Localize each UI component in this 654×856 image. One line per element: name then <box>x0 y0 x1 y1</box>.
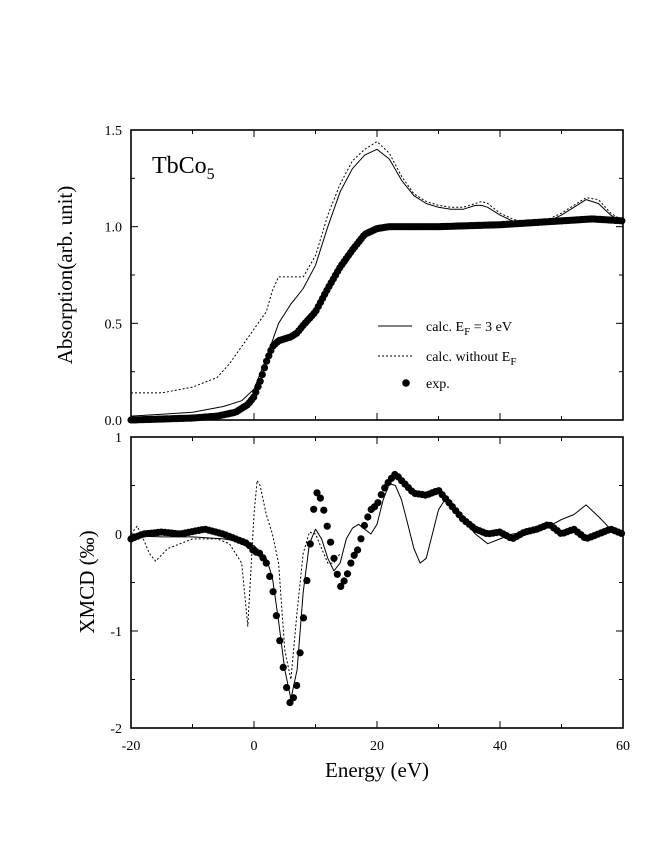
exp-data-point <box>313 489 321 497</box>
exp-data-point <box>320 506 328 514</box>
exp-data-point <box>357 535 365 543</box>
exp-data-point <box>256 377 264 385</box>
exp-data-point <box>327 538 335 546</box>
bottom-tick-marks <box>130 436 624 729</box>
calc-ef-line <box>130 148 624 417</box>
exp-data-point <box>293 681 301 690</box>
exp-data-point <box>350 551 358 559</box>
exp-data-point <box>279 663 287 672</box>
calc-ef-line <box>130 483 624 700</box>
legend: calc. EF = 3 eV calc. without EF exp. <box>378 320 517 392</box>
y-tick-label: 1 <box>115 431 122 446</box>
y-tick-label: 1.5 <box>105 124 123 139</box>
exp-data-point <box>364 513 372 521</box>
exp-data-point <box>269 588 277 596</box>
exp-data-point <box>377 491 385 499</box>
y-tick-label: -2 <box>110 722 122 737</box>
exp-data-point <box>265 352 273 360</box>
top-series-group <box>127 141 626 424</box>
exp-data-point <box>283 684 291 692</box>
exp-data-point <box>266 572 274 581</box>
exp-data-point <box>299 614 308 622</box>
exp-data-point <box>337 582 345 591</box>
calc-without-ef-line <box>130 480 341 680</box>
top-tick-marks <box>130 129 624 421</box>
exp-data-point <box>260 364 269 372</box>
x-tick-label: 40 <box>493 739 507 754</box>
exp-data-point <box>272 612 280 620</box>
x-tick-labels: -20 0 20 40 60 <box>122 739 630 754</box>
bottom-plot-frame <box>130 436 624 729</box>
exp-data-point <box>310 505 318 513</box>
exp-data-point <box>258 371 266 379</box>
top-y-axis-label: Absorption(arb. unit) <box>53 186 77 364</box>
exp-data-point <box>259 554 267 562</box>
x-tick-label: 20 <box>370 739 384 754</box>
exp-data-point <box>617 529 626 538</box>
exp-data-point <box>323 522 331 530</box>
exp-data-point <box>296 649 304 657</box>
exp-data-point <box>330 554 338 562</box>
top-y-tick-labels: 0.0 0.5 1.0 1.5 <box>105 124 123 429</box>
exp-data-point <box>263 357 271 365</box>
bottom-y-tick-labels: -2 -1 0 1 <box>110 431 122 737</box>
exp-data-point <box>306 540 314 548</box>
absorption-panel: 0.0 0.5 1.0 1.5 TbCo5 Absorption(arb. unit)… <box>53 124 626 429</box>
y-tick-label: 0.5 <box>105 317 123 332</box>
exp-data-point <box>374 499 382 507</box>
y-tick-label: 1.0 <box>105 221 123 236</box>
legend-entry-calc-without-ef: calc. without EF <box>426 350 517 368</box>
exp-data-point <box>316 494 324 502</box>
exp-data-point <box>360 521 368 530</box>
exp-data-point <box>340 577 348 585</box>
sample-label: TbCo5 <box>152 153 215 183</box>
legend-entry-exp: exp. <box>426 377 450 392</box>
exp-data-point <box>354 546 362 554</box>
exp-data-point <box>303 577 311 585</box>
exp-data-point <box>381 484 389 492</box>
x-tick-label: 60 <box>616 739 630 754</box>
x-tick-label: 0 <box>251 739 258 754</box>
exp-data-point <box>262 559 270 567</box>
legend-marker-sample <box>402 379 410 387</box>
exp-data-point <box>343 570 352 578</box>
calc-without-ef-line <box>131 141 624 394</box>
exp-data-point <box>254 383 262 391</box>
exp-data-point <box>276 637 284 645</box>
xmcd-panel: -2 -1 0 1 -20 0 20 40 60 XMCD (‰) Energy (eV) <box>75 431 630 782</box>
exp-data-point <box>289 694 297 702</box>
exp-data-point <box>618 217 626 225</box>
exp-data-point <box>252 388 260 396</box>
x-tick-label: -20 <box>122 739 141 754</box>
y-tick-label: 0 <box>115 528 122 543</box>
bottom-series-group <box>127 470 626 707</box>
bottom-y-axis-label: XMCD (‰) <box>75 530 99 633</box>
exp-data-point <box>347 559 355 567</box>
exp-data-point <box>333 570 341 578</box>
y-tick-label: -1 <box>110 625 122 640</box>
x-axis-label: Energy (eV) <box>325 758 429 782</box>
y-tick-label: 0.0 <box>105 414 123 429</box>
legend-entry-calc-ef: calc. EF = 3 eV <box>426 320 512 338</box>
